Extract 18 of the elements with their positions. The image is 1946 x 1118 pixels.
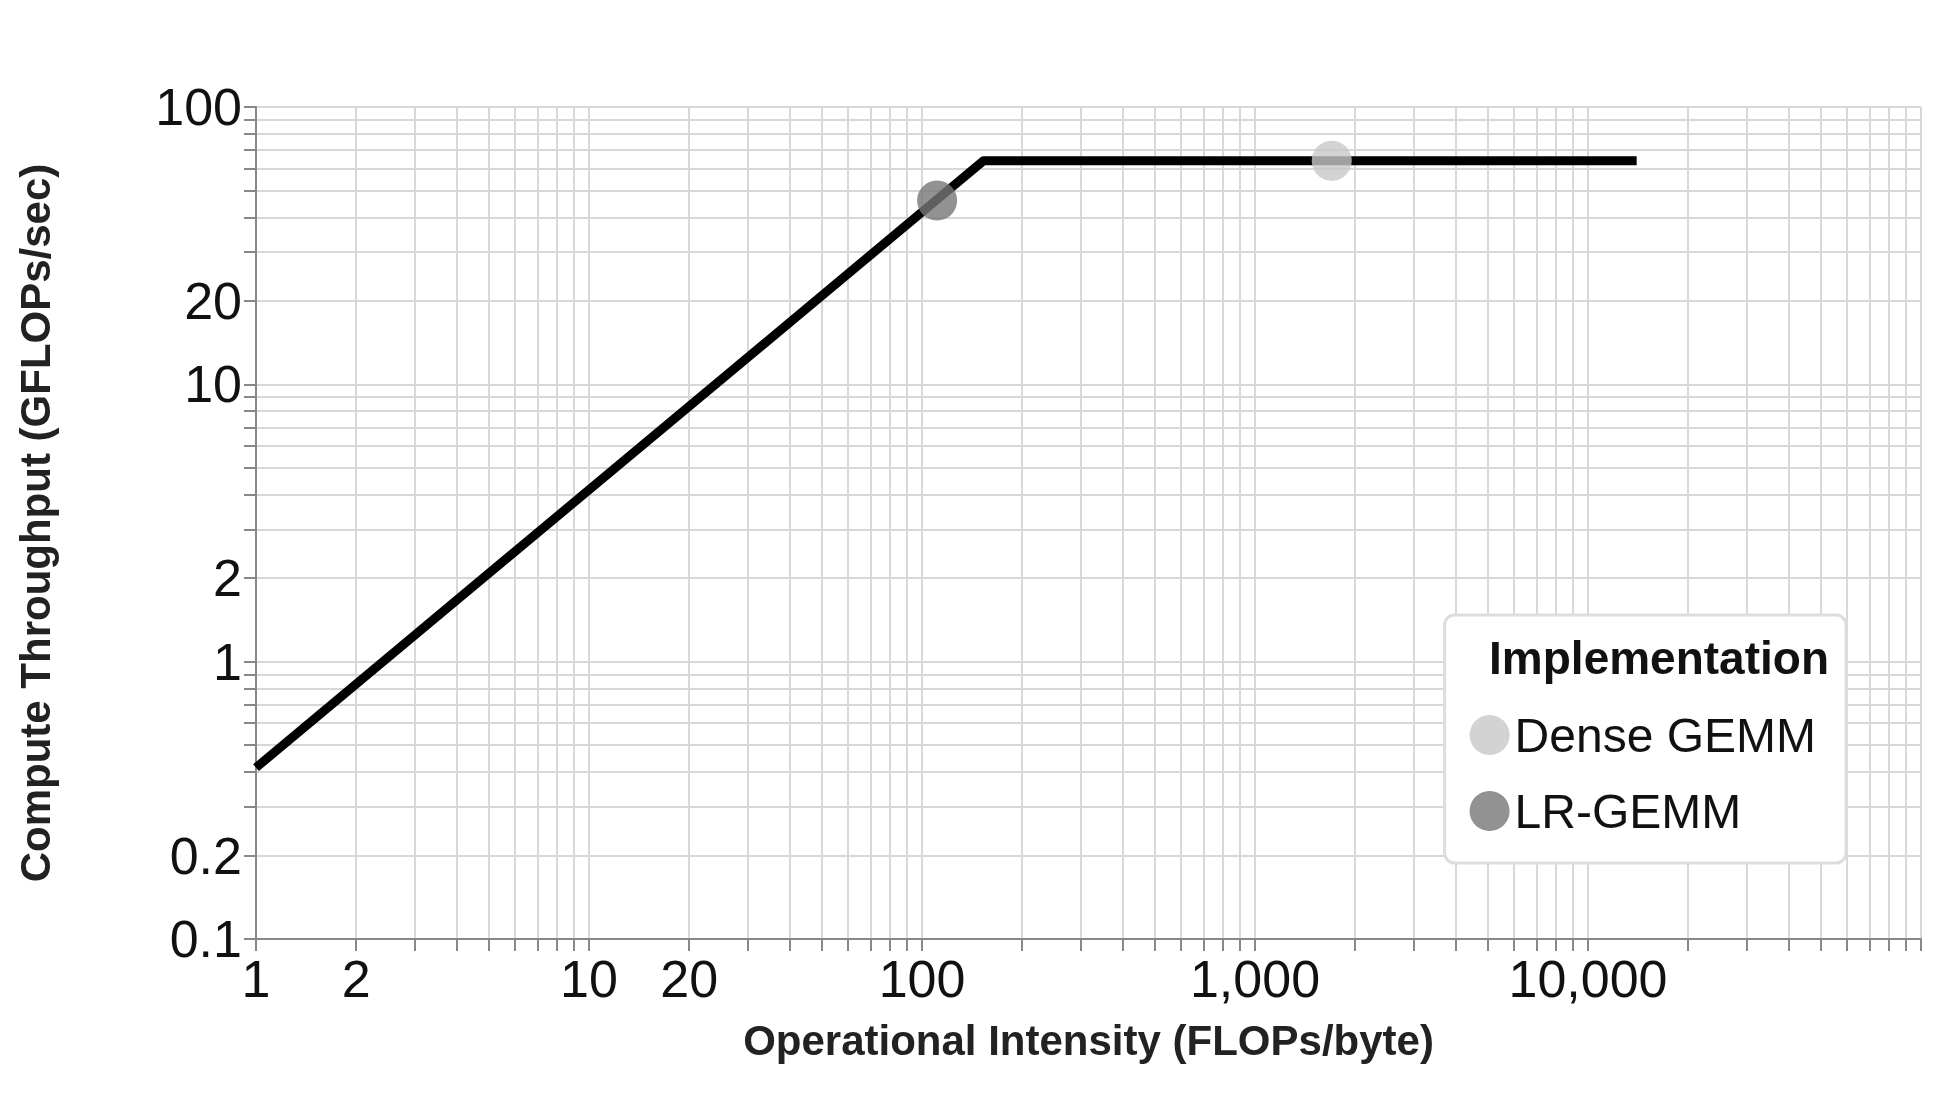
legend-title: Implementation (1489, 632, 1830, 684)
x-tick-label: 2 (341, 950, 371, 1008)
x-tick-label: 10,000 (1508, 950, 1668, 1008)
x-axis-title: Operational Intensity (FLOPs/byte) (743, 1016, 1434, 1064)
y-tick-label: 0.2 (169, 826, 242, 885)
y-tick-label: 0.1 (169, 910, 242, 968)
y-tick-label: 10 (184, 355, 242, 414)
x-tick-label: 1,000 (1189, 950, 1321, 1008)
y-tick-label: 1 (213, 632, 242, 691)
legend-label: LR-GEMM (1514, 784, 1742, 838)
x-tick-label: 20 (660, 950, 719, 1008)
y-axis-title: Compute Throughput (GFLOPs/sec) (11, 163, 59, 883)
legend-label: Dense GEMM (1514, 708, 1816, 762)
y-tick-label: 100 (155, 78, 242, 136)
y-tick-label: 20 (184, 271, 242, 330)
y-tick-label: 2 (213, 549, 242, 608)
x-tick-label: 10 (560, 950, 618, 1008)
x-tick-label: 100 (878, 950, 966, 1008)
